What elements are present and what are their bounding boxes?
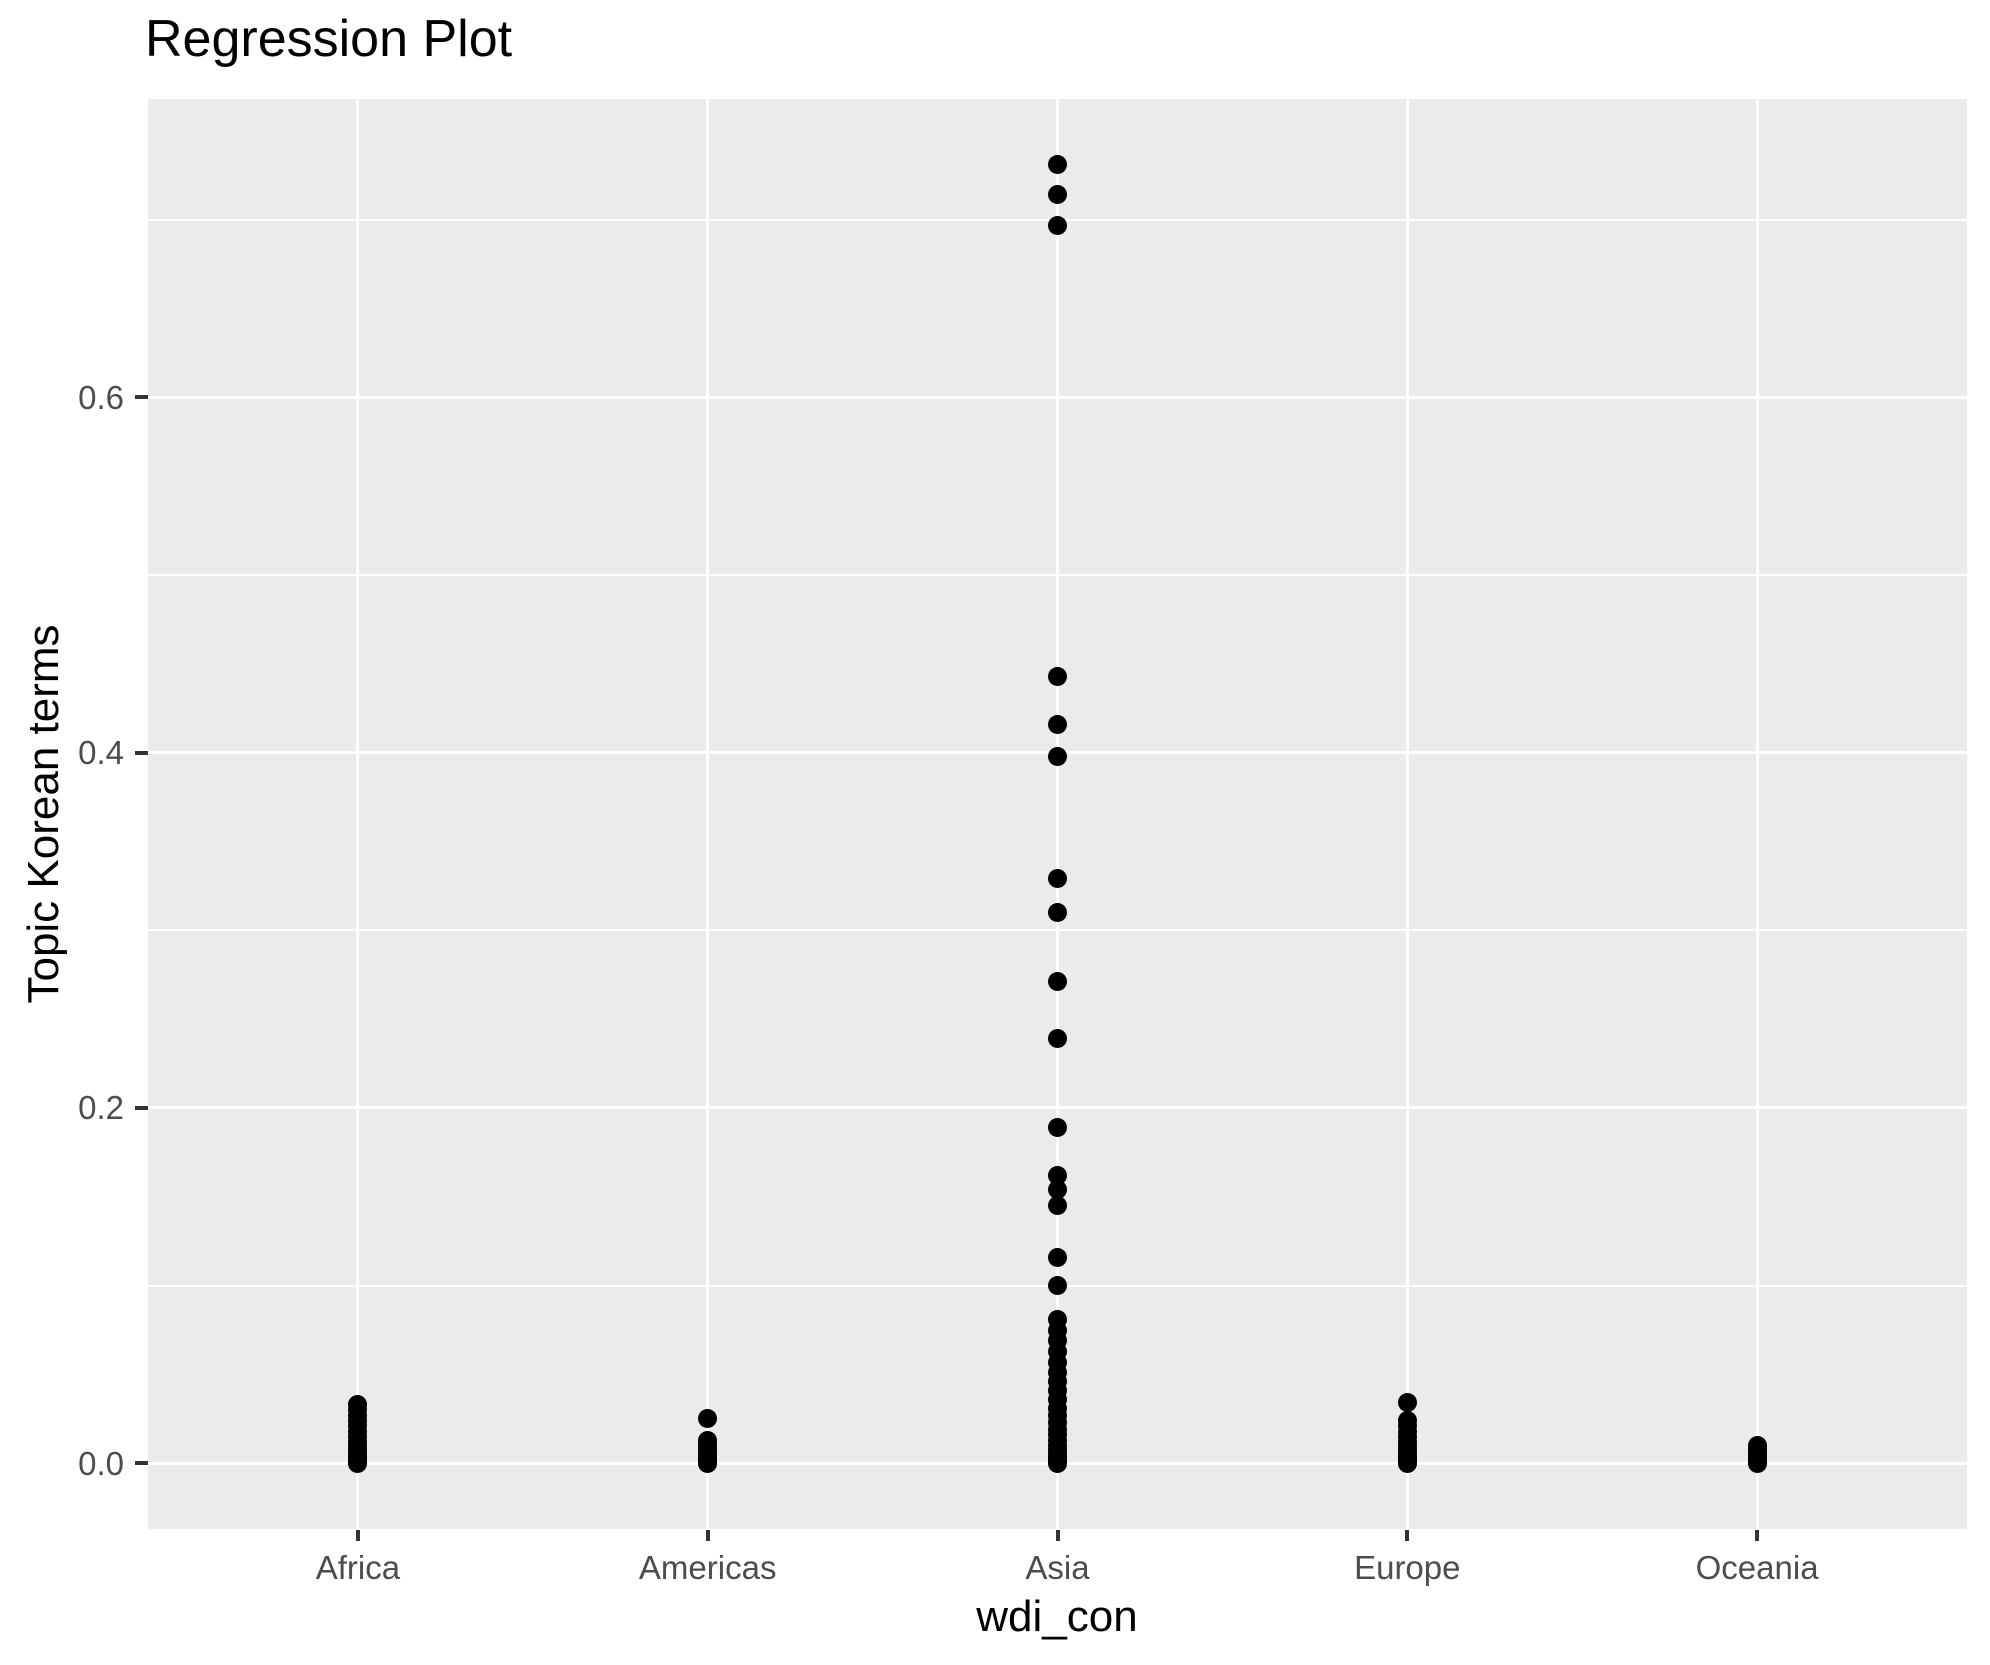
data-point — [1747, 1453, 1767, 1473]
data-point — [1048, 155, 1067, 175]
y-axis-tick — [135, 750, 148, 755]
data-point — [1048, 1118, 1067, 1138]
x-tick-label-asia: Asia — [1025, 1549, 1090, 1586]
data-point — [1048, 185, 1067, 205]
data-point — [348, 1453, 368, 1473]
data-point — [698, 1453, 718, 1473]
y-tick-label: 0.4 — [78, 734, 124, 772]
gridline-major-vertical — [356, 99, 360, 1529]
data-point — [1048, 666, 1067, 686]
data-point — [1048, 1247, 1067, 1267]
data-point — [1397, 1453, 1417, 1473]
x-axis-tick — [1055, 1530, 1060, 1541]
data-point — [1048, 215, 1067, 235]
plot-panel — [148, 99, 1967, 1529]
y-axis-tick — [135, 1105, 148, 1110]
gridline-major-vertical — [706, 99, 710, 1529]
x-tick-label-americas: Americas — [638, 1549, 777, 1586]
x-axis-title: wdi_con — [976, 1592, 1138, 1641]
x-axis-tick — [705, 1530, 710, 1541]
data-point — [1048, 1029, 1067, 1049]
data-point — [1397, 1393, 1417, 1413]
y-tick-label: 0.0 — [78, 1444, 124, 1482]
y-axis-tick — [135, 1461, 148, 1466]
data-point — [1048, 869, 1067, 889]
gridline-major-vertical — [1755, 99, 1759, 1529]
chart-title: Regression Plot — [145, 10, 513, 68]
y-axis-title: Topic Korean terms — [19, 624, 68, 1004]
x-tick-label-africa: Africa — [315, 1549, 401, 1586]
gridline-major-vertical — [1056, 99, 1059, 1529]
gridline-major-vertical — [1405, 99, 1409, 1529]
data-point — [1048, 746, 1067, 766]
x-axis-tick — [1405, 1530, 1410, 1541]
data-point — [1048, 1196, 1067, 1216]
data-point — [698, 1409, 718, 1429]
y-axis-tick — [135, 395, 148, 400]
x-axis-tick — [1755, 1530, 1760, 1541]
data-point — [1048, 903, 1067, 923]
y-tick-label: 0.2 — [78, 1089, 124, 1127]
data-point — [1048, 1276, 1067, 1296]
x-tick-label-europe: Europe — [1354, 1549, 1461, 1586]
x-axis-tick — [355, 1530, 360, 1541]
x-tick-label-oceania: Oceania — [1695, 1549, 1819, 1586]
data-point — [1048, 972, 1067, 992]
data-point — [1048, 1180, 1067, 1200]
data-point — [1048, 714, 1067, 734]
y-tick-label: 0.6 — [78, 378, 124, 416]
data-point — [1048, 1453, 1067, 1473]
